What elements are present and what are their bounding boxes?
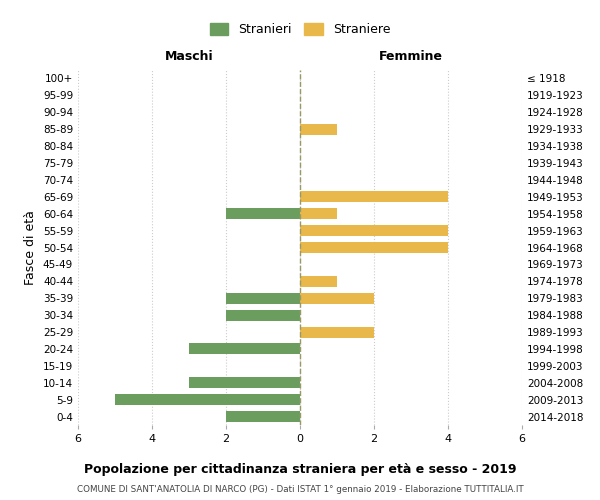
Bar xyxy=(300,208,337,219)
Bar xyxy=(300,326,374,338)
Bar xyxy=(300,276,337,287)
Y-axis label: Fasce di età: Fasce di età xyxy=(25,210,37,285)
Text: Popolazione per cittadinanza straniera per età e sesso - 2019: Popolazione per cittadinanza straniera p… xyxy=(84,462,516,475)
Bar xyxy=(226,208,300,219)
Legend: Stranieri, Straniere: Stranieri, Straniere xyxy=(206,20,394,40)
Bar xyxy=(300,292,374,304)
Bar xyxy=(226,292,300,304)
Text: Femmine: Femmine xyxy=(379,50,443,63)
Bar xyxy=(226,310,300,320)
Bar xyxy=(226,411,300,422)
Bar xyxy=(115,394,300,405)
Bar xyxy=(300,242,448,253)
Bar xyxy=(300,192,448,202)
Bar xyxy=(300,225,448,236)
Text: COMUNE DI SANT'ANATOLIA DI NARCO (PG) - Dati ISTAT 1° gennaio 2019 - Elaborazion: COMUNE DI SANT'ANATOLIA DI NARCO (PG) - … xyxy=(77,486,523,494)
Text: Maschi: Maschi xyxy=(164,50,214,63)
Bar xyxy=(300,124,337,134)
Bar xyxy=(189,344,300,354)
Bar xyxy=(189,377,300,388)
